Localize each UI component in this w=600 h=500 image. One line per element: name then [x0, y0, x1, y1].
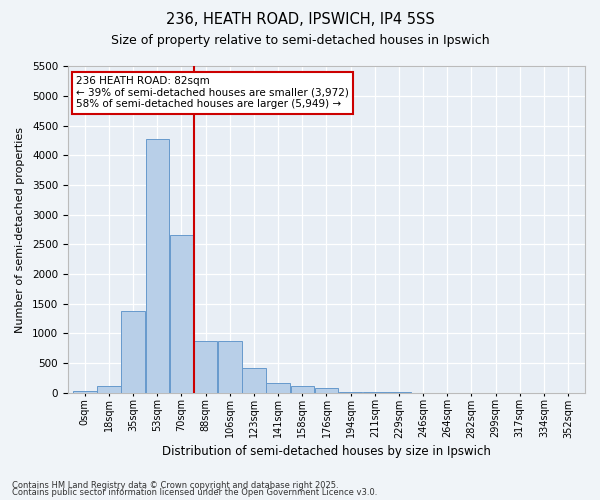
- Y-axis label: Number of semi-detached properties: Number of semi-detached properties: [15, 126, 25, 332]
- Bar: [73, 391, 97, 392]
- Text: 236 HEATH ROAD: 82sqm
← 39% of semi-detached houses are smaller (3,972)
58% of s: 236 HEATH ROAD: 82sqm ← 39% of semi-deta…: [76, 76, 349, 110]
- Text: Contains public sector information licensed under the Open Government Licence v3: Contains public sector information licen…: [12, 488, 377, 497]
- Bar: [315, 388, 338, 392]
- Text: 236, HEATH ROAD, IPSWICH, IP4 5SS: 236, HEATH ROAD, IPSWICH, IP4 5SS: [166, 12, 434, 28]
- Bar: [170, 236, 193, 392]
- Bar: [97, 386, 121, 392]
- Bar: [146, 139, 169, 392]
- Bar: [290, 386, 314, 392]
- X-axis label: Distribution of semi-detached houses by size in Ipswich: Distribution of semi-detached houses by …: [162, 444, 491, 458]
- Text: Contains HM Land Registry data © Crown copyright and database right 2025.: Contains HM Land Registry data © Crown c…: [12, 480, 338, 490]
- Bar: [194, 341, 217, 392]
- Text: Size of property relative to semi-detached houses in Ipswich: Size of property relative to semi-detach…: [110, 34, 490, 47]
- Bar: [218, 341, 242, 392]
- Bar: [121, 311, 145, 392]
- Bar: [266, 384, 290, 392]
- Bar: [242, 368, 266, 392]
